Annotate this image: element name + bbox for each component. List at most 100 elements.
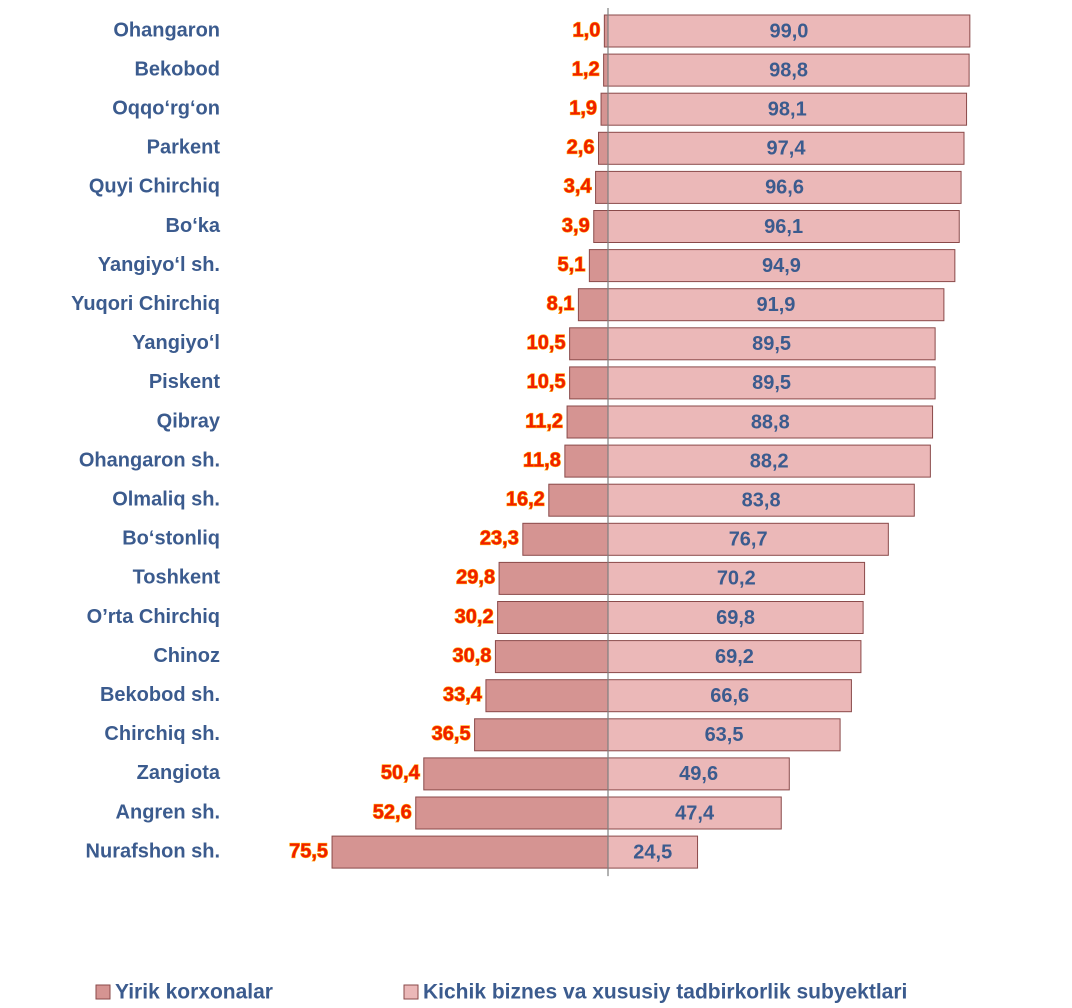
value-label: 70,2 xyxy=(717,568,756,590)
value-label: 47,4 xyxy=(675,802,715,824)
value-label: 98,1 xyxy=(768,98,807,120)
value-label: 5,1 xyxy=(558,254,586,276)
bar xyxy=(331,835,609,869)
category-label: Parkent xyxy=(147,137,221,159)
value-label: 11,2 xyxy=(525,410,563,432)
category-label: Olmaliq sh. xyxy=(112,488,220,510)
value-label: 10,5 xyxy=(527,332,566,354)
bar xyxy=(607,483,915,517)
category-label: Qibray xyxy=(157,410,221,432)
bar xyxy=(597,131,609,165)
value-label: 66,6 xyxy=(710,685,749,707)
bar xyxy=(593,210,609,243)
legend-label: Yirik korxonalar xyxy=(115,981,273,1004)
value-label: 96,6 xyxy=(765,177,804,199)
value-label: 88,2 xyxy=(750,450,789,472)
bar xyxy=(577,288,609,322)
category-label: Toshkent xyxy=(133,567,221,589)
value-label: 16,2 xyxy=(506,488,545,510)
bar xyxy=(494,640,609,674)
bar xyxy=(607,522,889,556)
category-label: Piskent xyxy=(149,371,220,393)
value-label: 29,8 xyxy=(456,567,495,589)
value-label: 1,2 xyxy=(572,58,600,80)
bar xyxy=(569,327,609,361)
bar xyxy=(607,210,960,243)
category-label: Nurafshon sh. xyxy=(86,840,220,862)
bar xyxy=(607,405,934,439)
bar xyxy=(607,679,852,713)
bar xyxy=(607,170,962,204)
category-label: Ohangaron xyxy=(113,19,220,41)
category-label: Bekobod sh. xyxy=(100,684,220,706)
bar xyxy=(607,444,931,478)
category-label: Bo‘ka xyxy=(166,215,221,237)
value-label: 75,5 xyxy=(289,840,328,862)
bar xyxy=(607,366,936,400)
value-label: 33,4 xyxy=(443,684,483,706)
category-label: O’rta Chirchiq xyxy=(87,606,220,628)
bar xyxy=(522,522,609,556)
bar xyxy=(607,14,971,48)
legend-swatch xyxy=(95,984,111,1000)
value-label: 1,9 xyxy=(569,97,597,119)
value-label: 1,0 xyxy=(573,19,601,41)
value-label: 69,2 xyxy=(715,646,754,668)
bar xyxy=(415,796,609,830)
category-label: Quyi Chirchiq xyxy=(89,176,220,198)
category-label: Angren sh. xyxy=(116,801,220,823)
bar xyxy=(607,640,862,674)
value-label: 30,2 xyxy=(455,606,494,628)
category-label: Chinoz xyxy=(153,645,220,667)
value-label: 88,8 xyxy=(751,411,790,433)
bar xyxy=(423,757,609,791)
bar xyxy=(474,718,609,752)
value-label: 23,3 xyxy=(480,528,519,550)
value-label: 96,1 xyxy=(764,216,803,238)
value-label: 89,5 xyxy=(752,333,791,355)
value-label: 94,9 xyxy=(762,255,801,277)
value-label: 76,7 xyxy=(729,529,768,551)
value-label: 36,5 xyxy=(432,723,471,745)
bar xyxy=(607,601,864,634)
value-label: 2,6 xyxy=(567,137,595,159)
value-label: 83,8 xyxy=(742,489,781,511)
bar xyxy=(607,561,866,595)
bar xyxy=(485,679,609,713)
category-label: Bo‘stonliq xyxy=(122,528,220,550)
bar xyxy=(548,483,609,517)
legend-swatch xyxy=(403,984,419,1000)
bar xyxy=(607,288,945,322)
category-label: Ohangaron sh. xyxy=(79,449,220,471)
category-label: Yangiyo‘l sh. xyxy=(98,254,220,276)
value-label: 8,1 xyxy=(547,293,575,315)
bar xyxy=(607,718,841,752)
value-label: 49,6 xyxy=(679,763,718,785)
category-label: Zangiota xyxy=(137,762,221,784)
value-label: 50,4 xyxy=(381,762,421,784)
bar xyxy=(607,327,936,361)
value-label: 3,9 xyxy=(562,215,590,237)
bar xyxy=(607,757,790,791)
bar xyxy=(607,131,965,165)
bar xyxy=(607,796,782,830)
value-label: 24,5 xyxy=(633,841,672,863)
bar xyxy=(607,53,970,87)
category-label: Chirchiq sh. xyxy=(104,723,220,745)
bar xyxy=(600,92,609,126)
value-label: 97,4 xyxy=(767,138,807,160)
value-label: 10,5 xyxy=(527,371,566,393)
bar xyxy=(564,444,609,478)
bar xyxy=(569,366,609,400)
value-label: 3,4 xyxy=(564,176,593,198)
bar xyxy=(566,405,609,439)
category-label: Yangiyo‘l xyxy=(132,332,220,354)
category-label: Oqqo‘rg‘on xyxy=(112,97,220,119)
category-label: Bekobod xyxy=(134,58,220,80)
bar xyxy=(607,835,699,869)
value-label: 99,0 xyxy=(769,20,808,42)
value-label: 30,8 xyxy=(452,645,491,667)
bar xyxy=(595,170,609,204)
bar xyxy=(607,249,956,283)
value-label: 89,5 xyxy=(752,372,791,394)
